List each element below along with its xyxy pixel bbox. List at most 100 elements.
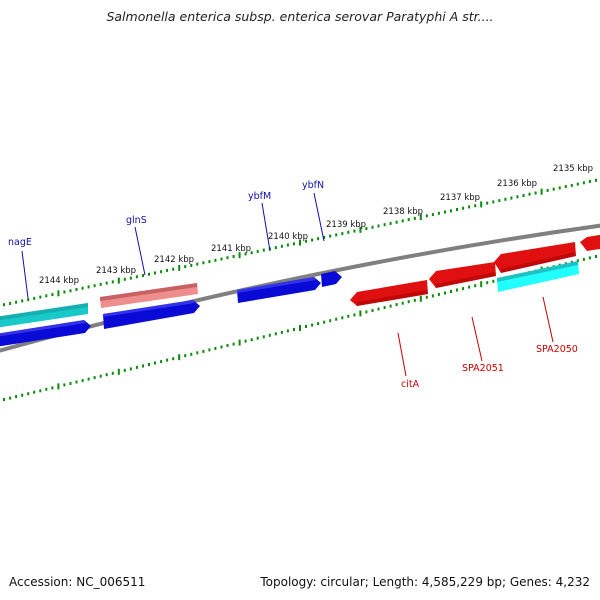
tick-mark bbox=[492, 279, 495, 283]
tick-mark bbox=[365, 227, 368, 230]
tick-mark bbox=[353, 313, 356, 317]
tick-mark bbox=[135, 275, 138, 279]
tick-mark bbox=[232, 342, 235, 346]
tick-mark bbox=[371, 309, 374, 312]
tick-mark bbox=[534, 191, 537, 195]
tick-mark bbox=[444, 291, 446, 295]
tick-mark bbox=[588, 256, 591, 260]
tick-mark bbox=[311, 323, 314, 327]
tick-mark bbox=[286, 243, 289, 247]
tick-mark bbox=[444, 210, 446, 214]
tick-mark bbox=[425, 295, 428, 299]
tick-mark bbox=[51, 293, 54, 297]
forward-gene-track bbox=[0, 271, 342, 347]
gene-arrow-ybfn[interactable] bbox=[321, 271, 342, 287]
tick-mark bbox=[570, 260, 573, 264]
tick-label-2137: 2137 kbp bbox=[440, 193, 480, 203]
tick-mark bbox=[329, 234, 332, 238]
gene-label-ybfn: ybfN bbox=[302, 180, 324, 191]
tick-mark bbox=[311, 238, 314, 242]
tick-mark bbox=[27, 298, 30, 302]
tick-mark bbox=[274, 332, 277, 336]
tick-mark bbox=[256, 249, 259, 253]
tick-mark bbox=[341, 232, 344, 236]
tick-mark bbox=[166, 268, 169, 272]
forward-cds-track bbox=[0, 283, 198, 328]
tick-mark bbox=[238, 252, 241, 259]
tick-mark bbox=[293, 242, 295, 246]
tick-mark bbox=[45, 387, 48, 391]
tick-mark bbox=[160, 270, 163, 274]
tick-mark bbox=[274, 246, 277, 250]
tick-mark bbox=[226, 344, 229, 347]
tick-mark bbox=[450, 290, 452, 293]
tick-mark bbox=[293, 328, 295, 331]
tick-mark bbox=[148, 363, 150, 366]
tick-mark bbox=[335, 233, 338, 237]
tick-mark bbox=[365, 310, 368, 314]
gene-arrow-cita[interactable] bbox=[350, 280, 428, 306]
gene-label-spa2051: SPA2051 bbox=[462, 363, 504, 374]
tick-mark bbox=[9, 302, 12, 305]
tick-mark bbox=[160, 360, 163, 364]
tick-mark bbox=[135, 365, 138, 369]
tick-label-2141: 2141 kbp bbox=[211, 244, 251, 254]
gene-arrow-spa2051[interactable] bbox=[429, 262, 496, 288]
gene-arrow-nage[interactable] bbox=[0, 320, 91, 347]
tick-mark bbox=[105, 281, 108, 285]
tick-mark bbox=[63, 383, 66, 387]
tick-mark bbox=[456, 208, 458, 211]
tick-mark bbox=[540, 188, 543, 195]
tick-mark bbox=[111, 280, 114, 284]
tick-mark bbox=[250, 251, 253, 255]
tick-mark bbox=[57, 290, 60, 297]
tick-mark bbox=[51, 386, 54, 390]
tick-mark bbox=[407, 300, 410, 304]
tick-mark bbox=[250, 338, 253, 342]
gene-label-spa2050: SPA2050 bbox=[536, 344, 578, 355]
tick-mark bbox=[244, 339, 247, 343]
tick-mark bbox=[99, 374, 102, 378]
gene-arrow-spa2050[interactable] bbox=[494, 242, 576, 273]
tick-mark bbox=[413, 216, 416, 220]
tick-mark bbox=[359, 310, 362, 317]
gene-label-glns: glnS bbox=[126, 215, 147, 226]
tick-mark bbox=[401, 301, 404, 305]
gene-arrow-edge[interactable] bbox=[580, 234, 600, 251]
tick-label-2138: 2138 kbp bbox=[383, 207, 423, 217]
tick-mark bbox=[15, 395, 18, 399]
gene-arrow-ybfm[interactable] bbox=[237, 277, 321, 303]
label-leaders bbox=[21, 192, 554, 377]
tick-mark bbox=[528, 192, 531, 196]
tick-mark bbox=[45, 294, 48, 298]
tick-mark bbox=[299, 325, 301, 331]
tick-mark bbox=[431, 213, 434, 217]
tick-mark bbox=[3, 303, 5, 307]
tick-mark bbox=[33, 296, 36, 300]
reverse-cds-track bbox=[497, 261, 579, 292]
tick-mark bbox=[498, 199, 501, 203]
tick-mark bbox=[196, 351, 199, 355]
tick-mark bbox=[437, 292, 440, 296]
tick-mark bbox=[419, 295, 422, 302]
tick-mark bbox=[353, 229, 356, 233]
tick-mark bbox=[117, 368, 120, 375]
tick-mark bbox=[190, 263, 193, 267]
tick-mark bbox=[516, 195, 519, 199]
tick-mark bbox=[419, 214, 422, 221]
tick-mark bbox=[69, 289, 72, 293]
tick-mark bbox=[280, 244, 283, 248]
tick-mark bbox=[244, 252, 247, 256]
tick-mark bbox=[437, 211, 440, 215]
tick-mark bbox=[33, 390, 36, 394]
tick-mark bbox=[220, 345, 223, 349]
tick-mark bbox=[172, 357, 175, 361]
tick-mark bbox=[214, 346, 217, 350]
gene-arrow-glns[interactable] bbox=[103, 300, 200, 329]
tick-mark bbox=[220, 257, 223, 261]
tick-mark bbox=[9, 396, 12, 400]
tick-mark bbox=[232, 255, 235, 258]
tick-mark bbox=[81, 379, 84, 383]
tick-mark bbox=[383, 223, 386, 227]
tick-mark bbox=[299, 239, 301, 246]
